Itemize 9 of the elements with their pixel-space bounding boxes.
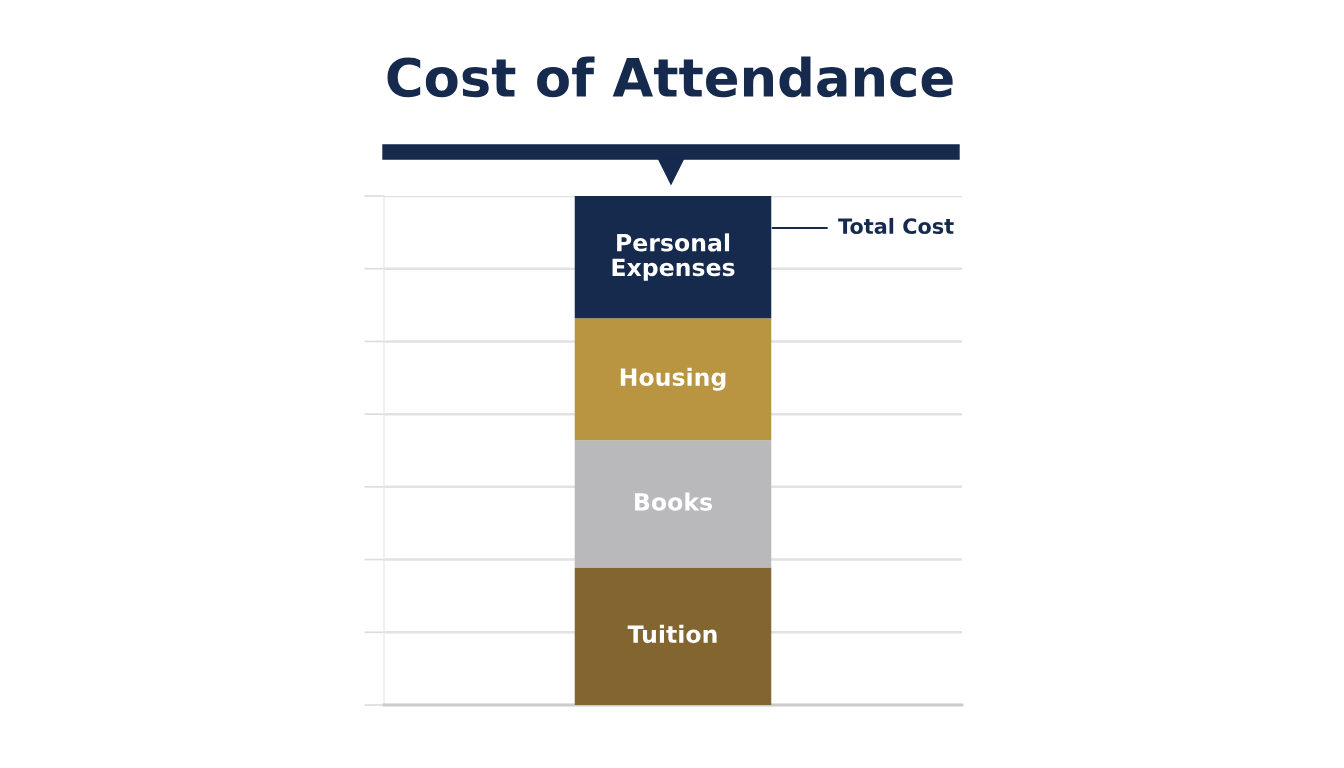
- annotation: Total Cost: [838, 217, 954, 235]
- bar: [574, 567, 772, 705]
- series-label: Tuition: [627, 624, 717, 644]
- chart-title: Cost of Attendance: [387, 56, 953, 98]
- series-label: Personal Expenses: [612, 233, 735, 281]
- bar: [574, 318, 772, 441]
- bar: [574, 440, 772, 568]
- series-label: Housing: [620, 367, 726, 391]
- series-label: Books: [635, 492, 712, 511]
